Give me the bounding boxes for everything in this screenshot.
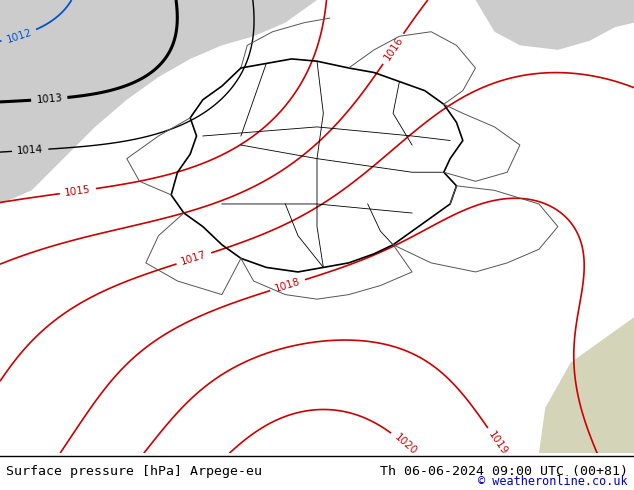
Text: 1014: 1014	[16, 145, 44, 156]
Text: 1019: 1019	[486, 429, 510, 457]
Text: © weatheronline.co.uk: © weatheronline.co.uk	[478, 475, 628, 488]
Text: Th 06-06-2024 09:00 UTC (00+81): Th 06-06-2024 09:00 UTC (00+81)	[380, 465, 628, 478]
Text: 1012: 1012	[5, 27, 33, 45]
Text: Surface pressure [hPa] Arpege-eu: Surface pressure [hPa] Arpege-eu	[6, 465, 262, 478]
Polygon shape	[0, 0, 317, 204]
Text: 1013: 1013	[36, 93, 63, 105]
Text: 1016: 1016	[382, 35, 404, 63]
Polygon shape	[539, 318, 634, 453]
Polygon shape	[476, 0, 634, 50]
Text: 1015: 1015	[64, 184, 92, 198]
Text: 1020: 1020	[392, 432, 418, 457]
Text: 1018: 1018	[273, 276, 302, 294]
Text: 1017: 1017	[180, 250, 208, 267]
